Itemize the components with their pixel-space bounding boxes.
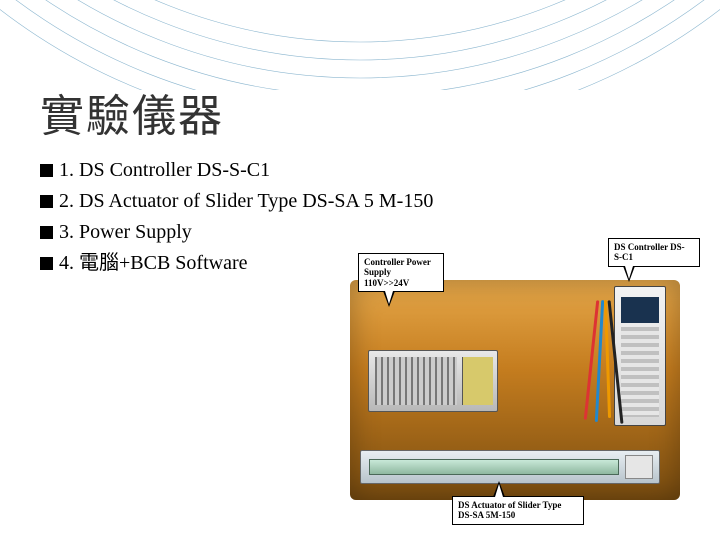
equipment-photo [350, 260, 690, 510]
bullet-text: 2. DS Actuator of Slider Type DS-SA 5 M-… [59, 190, 433, 212]
bullet-item: 2. DS Actuator of Slider Type DS-SA 5 M-… [40, 186, 433, 217]
callout-line: DS Controller DS- [614, 242, 694, 252]
callout-line: 110V>>24V [364, 278, 438, 288]
bullet-text: 4. 電腦+BCB Software [59, 252, 248, 274]
slide-title: 實驗儀器 [40, 80, 224, 144]
bullet-icon [40, 195, 53, 208]
callout-line: DS Actuator of Slider Type [458, 500, 578, 510]
callout-power-supply: Controller Power Supply 110V>>24V [358, 253, 444, 292]
bullet-icon [40, 226, 53, 239]
callout-line: Controller Power [364, 257, 438, 267]
power-supply-unit [368, 350, 498, 412]
bullet-icon [40, 257, 53, 270]
bullet-item: 3. Power Supply [40, 217, 433, 248]
wiring [586, 300, 626, 430]
slider-actuator-unit [360, 450, 660, 484]
callout-slider: DS Actuator of Slider Type DS-SA 5M-150 [452, 496, 584, 525]
bullet-item: 1. DS Controller DS-S-C1 [40, 155, 433, 186]
callout-line: Supply [364, 267, 438, 277]
callout-controller: DS Controller DS- S-C1 [608, 238, 700, 267]
callout-pointer-icon [493, 481, 505, 497]
bullet-icon [40, 164, 53, 177]
callout-pointer-icon [383, 291, 395, 307]
decorative-arcs [0, 0, 720, 90]
bullet-text: 1. DS Controller DS-S-C1 [59, 159, 270, 181]
callout-pointer-icon [623, 266, 635, 282]
wood-tray [350, 280, 680, 500]
callout-line: S-C1 [614, 252, 694, 262]
bullet-text: 3. Power Supply [59, 221, 192, 243]
callout-line: DS-SA 5M-150 [458, 510, 578, 520]
